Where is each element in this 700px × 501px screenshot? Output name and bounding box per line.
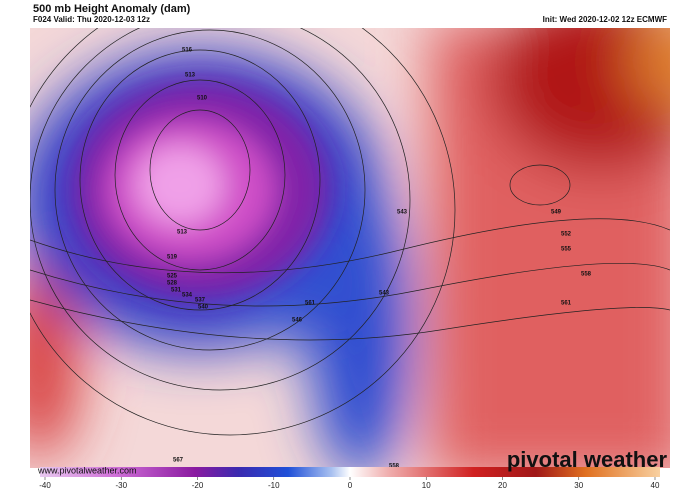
colorbar-tick-label: 10 xyxy=(422,481,431,490)
contour-label: 513 xyxy=(177,230,188,236)
contour-label: 549 xyxy=(551,210,562,216)
colorbar-tick-label: 20 xyxy=(498,481,507,490)
contour-label: 555 xyxy=(561,247,572,253)
contour-label: 531 xyxy=(171,288,182,294)
contour-label: 540 xyxy=(198,305,209,311)
colorbar-tick-label: 0 xyxy=(348,481,353,490)
contour-label: 510 xyxy=(197,96,208,102)
valid-time: F024 Valid: Thu 2020-12-03 12z xyxy=(33,15,150,24)
url: www.pivotalweather.com xyxy=(37,465,137,475)
contour-label: 543 xyxy=(379,291,390,297)
contour-label: 537 xyxy=(195,298,206,304)
colorbar-tick-label: 40 xyxy=(651,481,660,490)
colorbar xyxy=(40,467,660,477)
contour-label: 534 xyxy=(182,293,193,299)
contour-label: 528 xyxy=(167,281,178,287)
contour-label: 558 xyxy=(389,464,400,470)
colorbar-tick-label: -30 xyxy=(115,481,127,490)
init-time: Init: Wed 2020-12-02 12z ECMWF xyxy=(543,15,667,24)
contour-label: 558 xyxy=(581,272,592,278)
colorbar-tick-label: -20 xyxy=(192,481,204,490)
contour-label: 525 xyxy=(167,274,178,280)
contour-label: 567 xyxy=(173,458,184,464)
contour-label: 561 xyxy=(305,301,316,307)
colorbar-tick-label: -10 xyxy=(268,481,280,490)
contour-label: 546 xyxy=(292,318,303,324)
contour-label: 519 xyxy=(167,255,178,261)
colorbar-tick-label: -40 xyxy=(39,481,51,490)
colorbar-tick-label: 30 xyxy=(574,481,583,490)
contour-label: 516 xyxy=(182,48,193,54)
contour-label: 513 xyxy=(185,73,196,79)
title: 500 mb Height Anomaly (dam) xyxy=(33,3,191,15)
logo: pivotal weather xyxy=(507,447,668,472)
contour-label: 552 xyxy=(561,232,572,238)
contour-label: 561 xyxy=(561,301,572,307)
contour-label: 543 xyxy=(397,210,408,216)
